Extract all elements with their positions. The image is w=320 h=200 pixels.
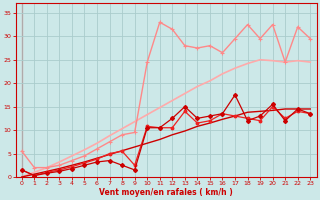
X-axis label: Vent moyen/en rafales ( km/h ): Vent moyen/en rafales ( km/h )	[99, 188, 233, 197]
